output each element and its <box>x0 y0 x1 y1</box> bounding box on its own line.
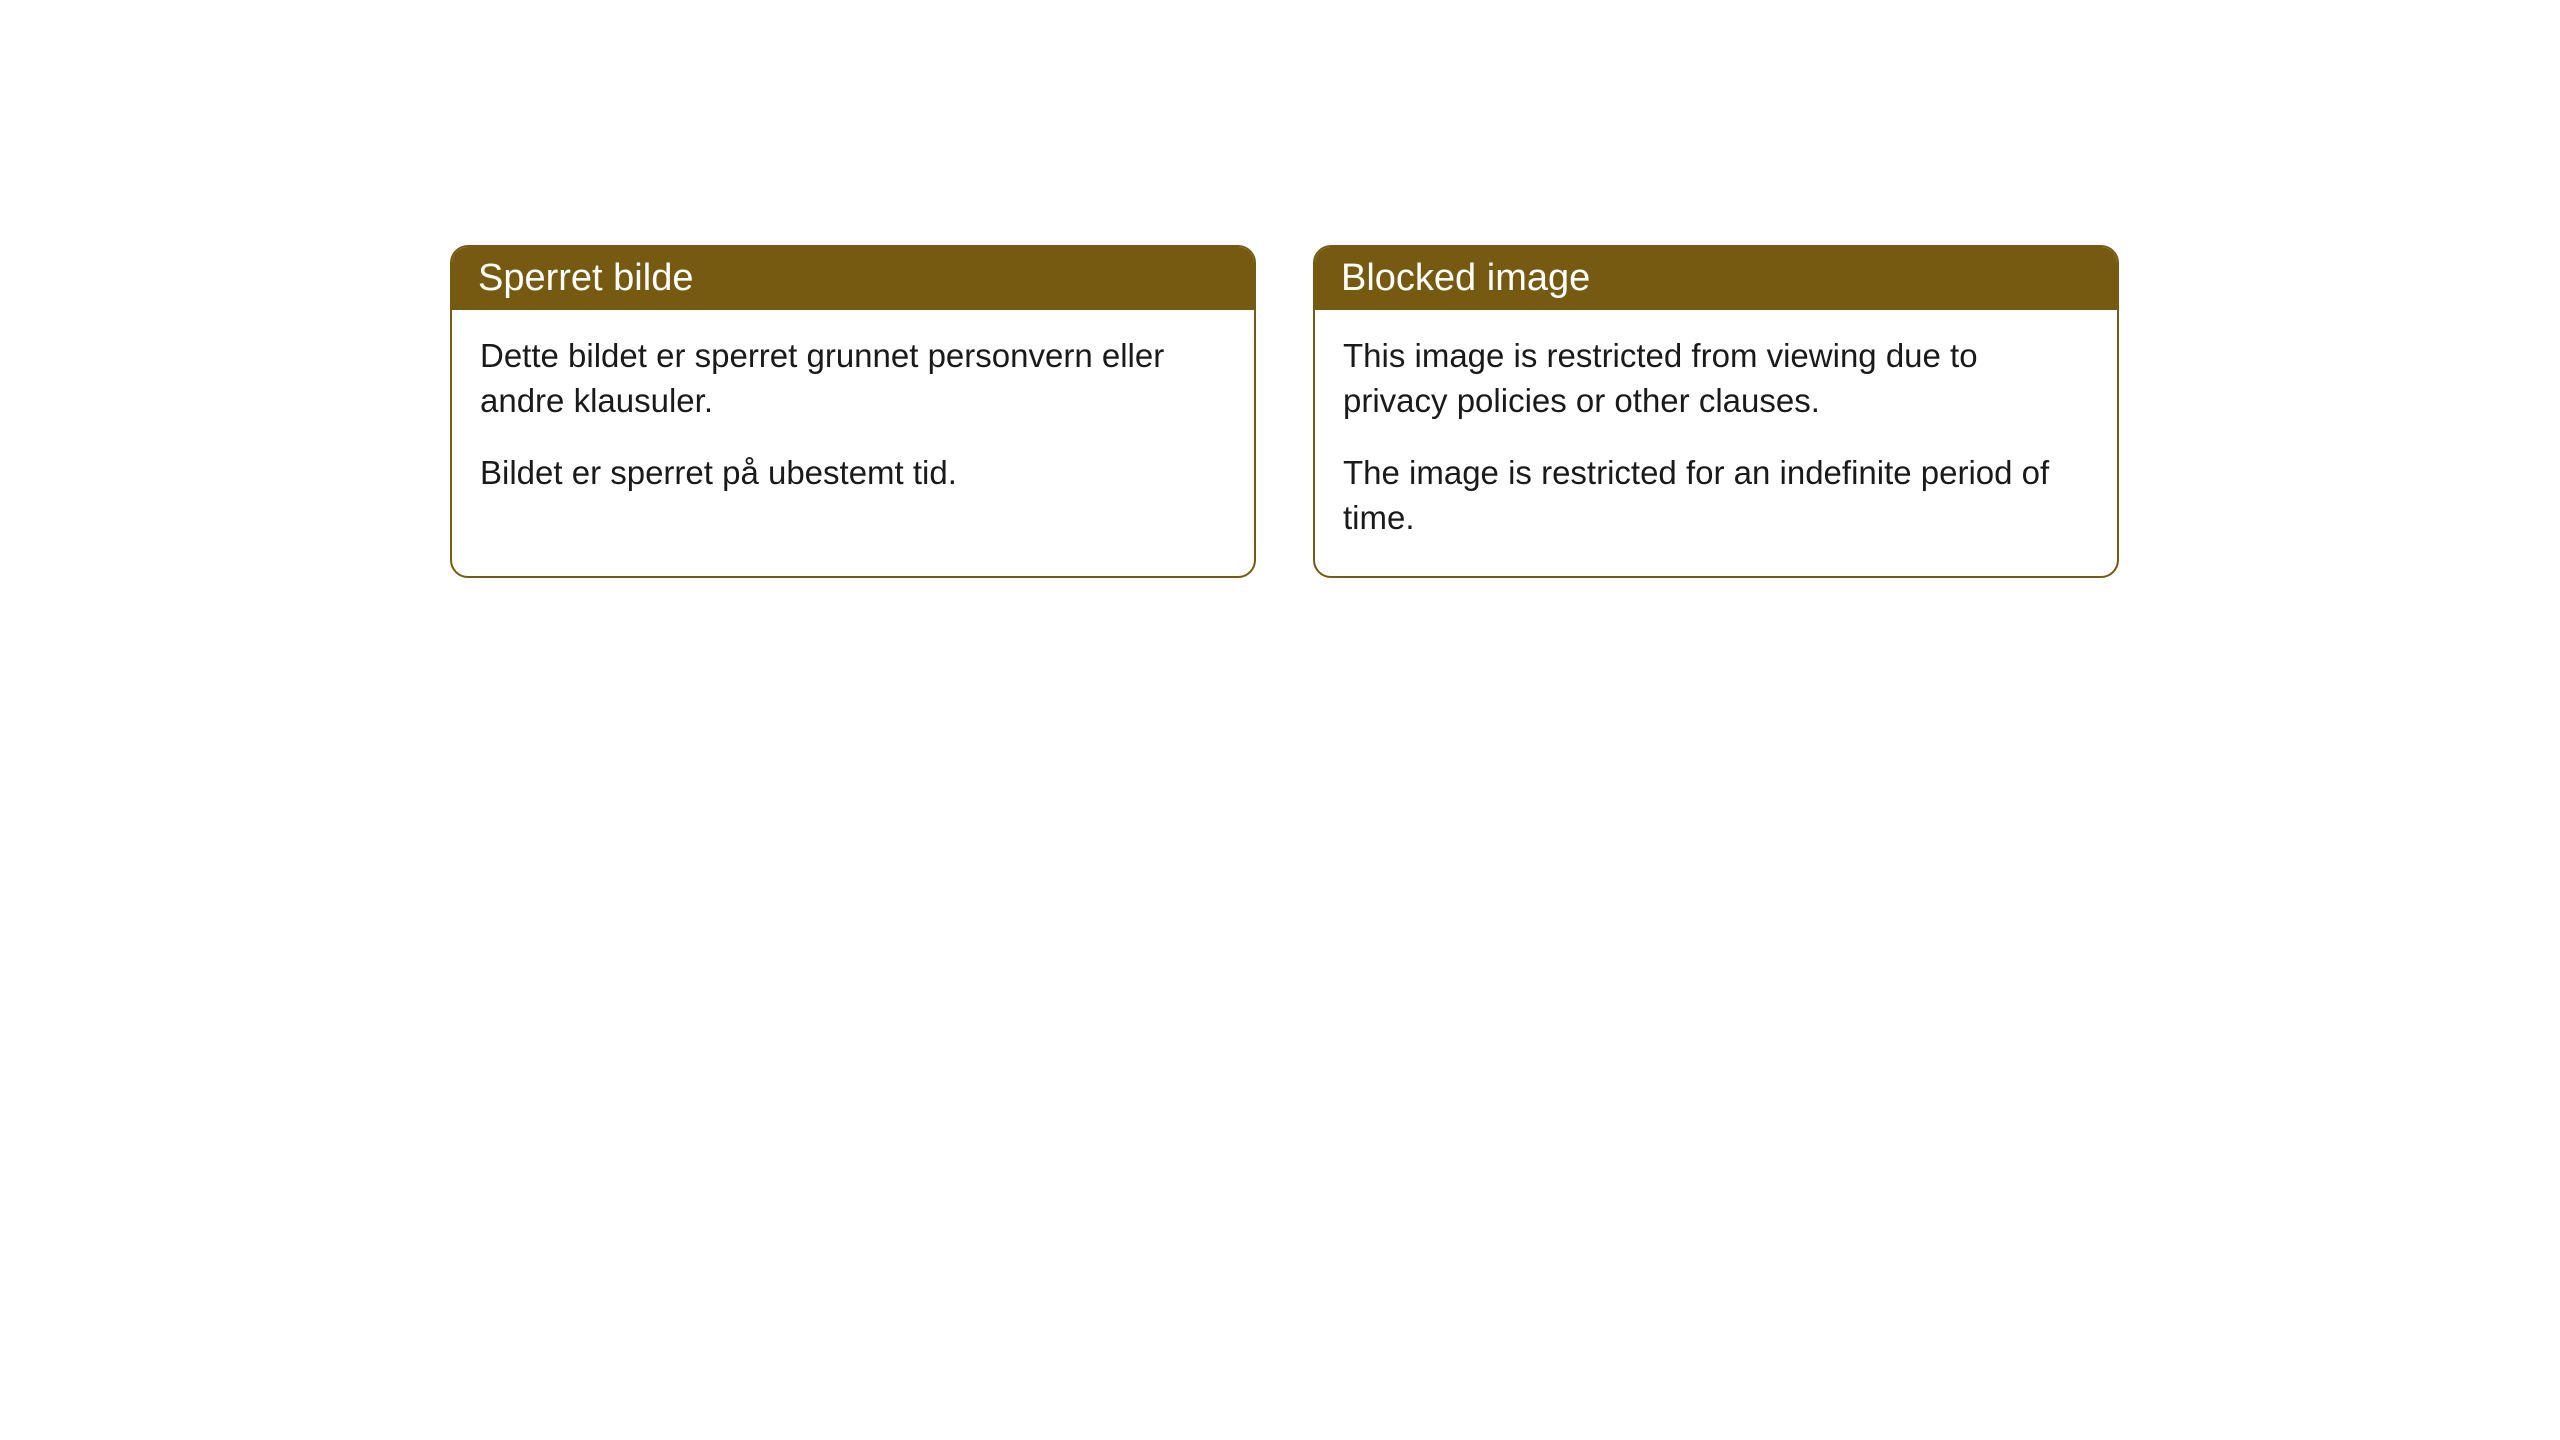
notice-paragraph-2: The image is restricted for an indefinit… <box>1343 451 2089 540</box>
notice-card-norwegian: Sperret bilde Dette bildet er sperret gr… <box>450 245 1256 578</box>
notice-card-english: Blocked image This image is restricted f… <box>1313 245 2119 578</box>
notice-paragraph-1: Dette bildet er sperret grunnet personve… <box>480 334 1226 423</box>
notice-body: Dette bildet er sperret grunnet personve… <box>452 310 1254 532</box>
notice-header: Sperret bilde <box>452 247 1254 310</box>
notice-paragraph-2: Bildet er sperret på ubestemt tid. <box>480 451 1226 496</box>
notice-paragraph-1: This image is restricted from viewing du… <box>1343 334 2089 423</box>
notice-title: Sperret bilde <box>478 257 693 299</box>
notice-container: Sperret bilde Dette bildet er sperret gr… <box>450 245 2119 578</box>
notice-header: Blocked image <box>1315 247 2117 310</box>
notice-body: This image is restricted from viewing du… <box>1315 310 2117 576</box>
notice-title: Blocked image <box>1341 257 1590 299</box>
